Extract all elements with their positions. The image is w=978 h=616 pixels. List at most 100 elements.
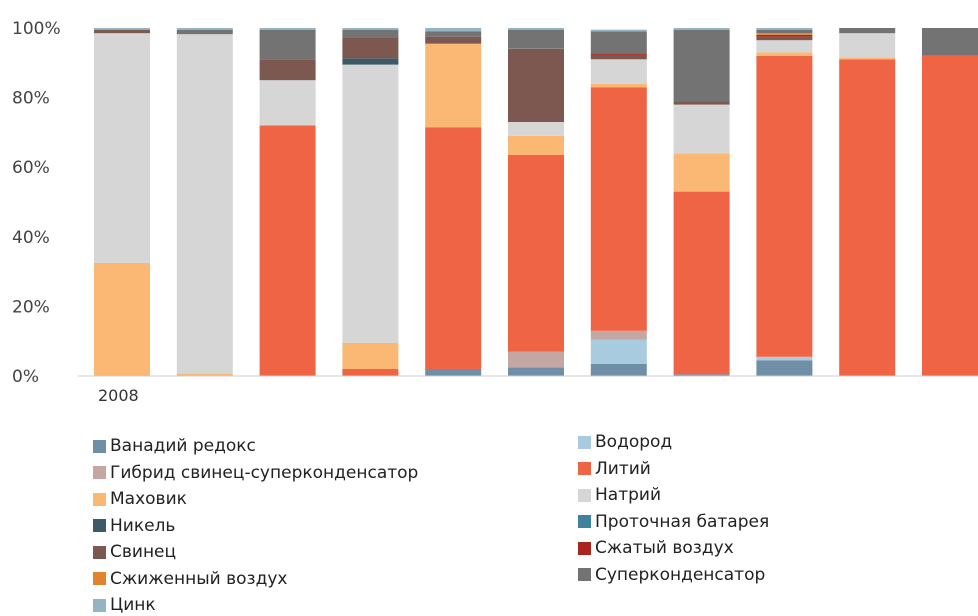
bar-segment: [590, 330, 647, 340]
legend-item: Проточная батарея: [578, 511, 769, 533]
y-tick-label: 80%: [12, 89, 50, 109]
y-tick-label: 40%: [12, 228, 50, 248]
bar-segment: [342, 369, 399, 376]
bar-segment: [590, 54, 647, 56]
bar-segment: [922, 28, 978, 56]
bar-segment: [342, 342, 399, 369]
bar-area: [94, 28, 978, 377]
bar-segment: [756, 55, 813, 357]
bar-segment: [94, 29, 150, 34]
legend-label: Суперконденсатор: [595, 564, 766, 585]
bar-segment: [756, 36, 813, 41]
bar-segment: [425, 369, 482, 376]
bar-segment: [508, 48, 564, 122]
bar-segment: [590, 59, 647, 84]
bar-segment: [508, 29, 564, 49]
bar-segment: [590, 31, 647, 55]
bar-segment: [756, 33, 813, 35]
bar-segment: [508, 122, 564, 136]
bar-segment: [342, 29, 399, 38]
bar-segment: [259, 80, 316, 126]
bar-segment: [673, 374, 730, 376]
bar-segment: [342, 64, 399, 343]
legend-label: Водород: [595, 432, 673, 452]
legend-item: Сжиженный воздух: [93, 568, 287, 590]
bar-segment: [756, 360, 813, 376]
bar-segment: [94, 33, 150, 263]
bar-segment: [673, 191, 730, 375]
x-tick-label: 2008: [98, 386, 139, 405]
bar-segment: [673, 29, 730, 102]
legend-label: Никель: [110, 515, 176, 536]
bar-segment: [756, 35, 813, 37]
legend-label: Натрий: [595, 485, 661, 505]
bar-segment: [259, 59, 316, 81]
bar-segment: [176, 28, 233, 30]
y-axis-ticks: 0% 20% 40% 60% 80% 100%: [12, 19, 61, 387]
bar-segment: [756, 28, 813, 30]
bar-segment: [342, 58, 399, 65]
bar-segment: [425, 28, 482, 32]
bar-segment: [756, 29, 813, 34]
bar-segment: [839, 59, 896, 377]
bar-segment: [176, 34, 233, 374]
legend-item: Суперконденсатор: [578, 564, 765, 586]
bar-segment: [342, 37, 399, 59]
bar-segment: [590, 55, 647, 60]
legend-item: Литий: [578, 458, 651, 480]
bar-segment: [508, 351, 564, 368]
legend-swatch: [578, 488, 591, 502]
legend-label: Сжиженный воздух: [110, 568, 288, 589]
legend-label: Свинец: [110, 542, 177, 562]
bar-segment: [94, 28, 150, 30]
bar-segment: [508, 28, 564, 30]
bar-segment: [756, 52, 813, 56]
legend-item: Гибрид свинец-суперконденсатор: [93, 462, 418, 484]
legend-item: Свинец: [93, 541, 176, 563]
legend-item: Натрий: [578, 484, 661, 506]
bar-segment: [590, 29, 647, 32]
bar-segment: [425, 36, 482, 44]
y-tick-label: 20%: [12, 297, 50, 317]
bar-segment: [342, 28, 399, 30]
legend-swatch: [578, 435, 591, 449]
bar-segment: [673, 104, 730, 154]
x-axis-ticks: 2008: [98, 386, 139, 405]
bar-segment: [508, 367, 564, 376]
legend-swatch: [93, 439, 106, 453]
bar-segment: [425, 127, 482, 370]
legend-label: Цинк: [110, 595, 156, 615]
bar-segment: [590, 339, 647, 364]
bar-segment: [259, 29, 316, 60]
legend-swatch: [578, 541, 591, 555]
legend-swatch: [93, 492, 106, 506]
bar-segment: [756, 40, 813, 53]
bar-segment: [425, 31, 482, 37]
bar-segment: [259, 125, 316, 377]
stacked-bar-chart: 0% 20% 40% 60% 80% 100% 2008: [12, 19, 978, 405]
legend-swatch: [93, 519, 106, 532]
legend-swatch: [93, 466, 106, 479]
bar-segment: [176, 373, 233, 376]
legend-item: Маховик: [93, 488, 187, 510]
bar-segment: [590, 363, 647, 376]
y-tick-label: 100%: [12, 19, 61, 39]
bar-segment: [94, 262, 150, 376]
bar-segment: [673, 28, 730, 30]
y-tick-label: 0%: [12, 367, 39, 387]
bar-segment: [839, 28, 896, 34]
legend-swatch: [93, 572, 106, 585]
legend-label: Гибрид свинец-суперконденсатор: [110, 462, 419, 483]
bar-segment: [756, 356, 813, 361]
legend-swatch: [578, 515, 591, 528]
legend-item: Ванадий редокс: [93, 435, 256, 457]
legend-swatch: [93, 598, 106, 612]
legend-item: Водород: [578, 431, 672, 453]
bar-segment: [508, 155, 564, 352]
bar-segment: [259, 28, 316, 30]
bar-segment: [839, 57, 896, 60]
legend-label: Сжатый воздух: [595, 538, 734, 558]
bar-segment: [673, 101, 730, 105]
legend-swatch: [578, 462, 591, 475]
bar-segment: [922, 55, 978, 377]
